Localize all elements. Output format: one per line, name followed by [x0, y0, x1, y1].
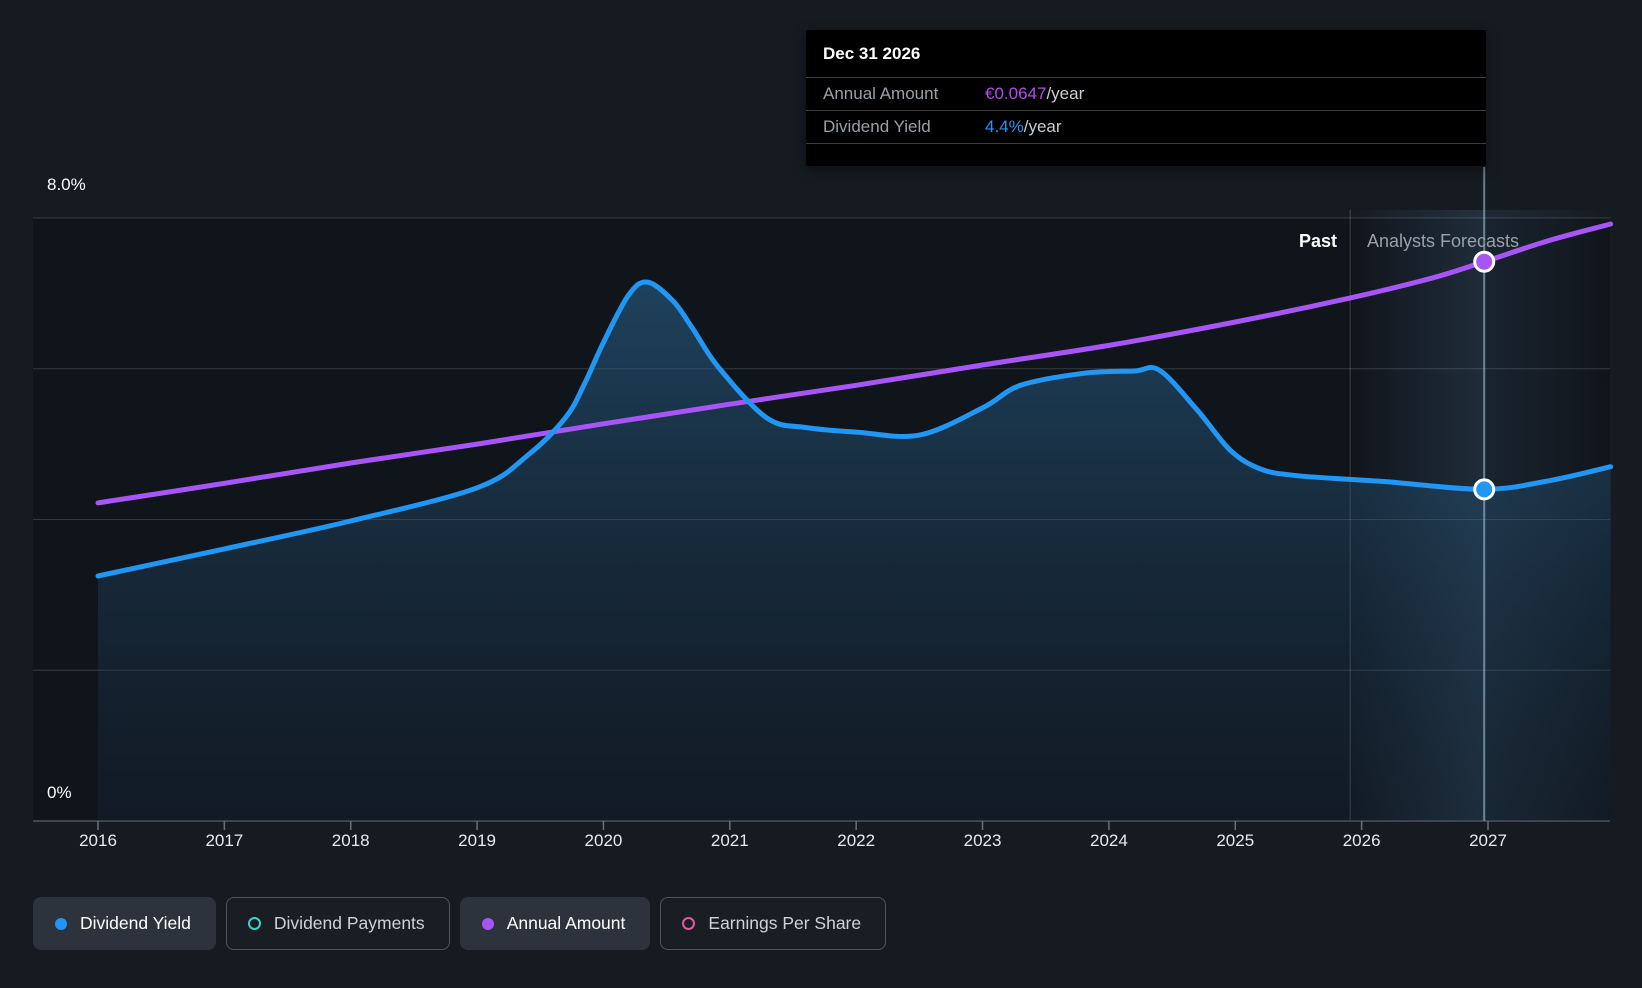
marker-annual-amount[interactable]: [1473, 250, 1496, 273]
chart-legend: Dividend Yield Dividend Payments Annual …: [33, 897, 887, 950]
tooltip-date: Dec 31 2026: [823, 43, 921, 63]
past-section-label: Past: [1298, 231, 1337, 251]
dividend-yield-area: [98, 281, 1611, 822]
tooltip-row-dividend-yield: Dividend Yield 4.4% /year: [806, 110, 1486, 144]
x-axis-labels: 2016 2017 2018 2019 2020 2021 2022 2023 2024 2025…: [0, 831, 1642, 855]
legend-toggle-dividend-yield[interactable]: Dividend Yield: [33, 897, 216, 950]
dividend-payments-ring-icon: [247, 917, 261, 930]
legend-label: Dividend Yield: [80, 913, 191, 933]
marker-dividend-yield[interactable]: [1473, 478, 1496, 501]
dividend-yield-dot-icon: [55, 917, 67, 930]
legend-label: Earnings Per Share: [708, 913, 862, 933]
x-tick-label-2016: 2016: [79, 831, 117, 850]
tooltip-label: Dividend Yield: [823, 117, 931, 136]
x-tick-label-2025: 2025: [1216, 831, 1255, 850]
x-tick-label-2021: 2021: [710, 831, 749, 850]
legend-toggle-annual-amount[interactable]: Annual Amount: [459, 897, 651, 950]
x-tick-label-2026: 2026: [1342, 831, 1381, 850]
x-tick-label-2018: 2018: [331, 831, 370, 850]
legend-label: Dividend Payments: [273, 913, 425, 933]
legend-toggle-earnings-per-share[interactable]: Earnings Per Share: [660, 897, 887, 950]
legend-toggle-dividend-payments[interactable]: Dividend Payments: [225, 897, 450, 950]
tooltip-value: 4.4%: [985, 117, 1024, 136]
tooltip-row-annual-amount: Annual Amount €0.0647 /year: [806, 77, 1486, 110]
forecast-section-label: Analysts Forecasts: [1367, 231, 1520, 251]
annual-amount-dot-icon: [481, 917, 494, 930]
legend-label: Annual Amount: [506, 913, 626, 933]
y-axis-label-top: 8.0%: [47, 175, 86, 194]
x-tick-label-2024: 2024: [1089, 831, 1128, 850]
y-axis-label-bottom: 0%: [47, 783, 72, 802]
annual-amount-line: [95, 221, 1614, 506]
dividend-yield-line: [95, 279, 1614, 579]
tooltip-value: €0.0647: [985, 84, 1047, 103]
x-tick-label-2020: 2020: [584, 831, 623, 850]
x-tick-label-2027: 2027: [1469, 831, 1507, 850]
x-tick-label-2023: 2023: [963, 831, 1002, 850]
tooltip-suffix: /year: [1023, 117, 1062, 136]
tooltip-label: Annual Amount: [823, 84, 939, 103]
tooltip-suffix: /year: [1046, 84, 1085, 103]
earnings-per-share-ring-icon: [682, 917, 696, 930]
x-tick-label-2019: 2019: [458, 831, 496, 850]
x-tick-label-2022: 2022: [837, 831, 876, 850]
x-tick-label-2017: 2017: [205, 831, 244, 850]
chart-tooltip: Dec 31 2026 Annual Amount €0.0647 /year …: [806, 30, 1486, 166]
